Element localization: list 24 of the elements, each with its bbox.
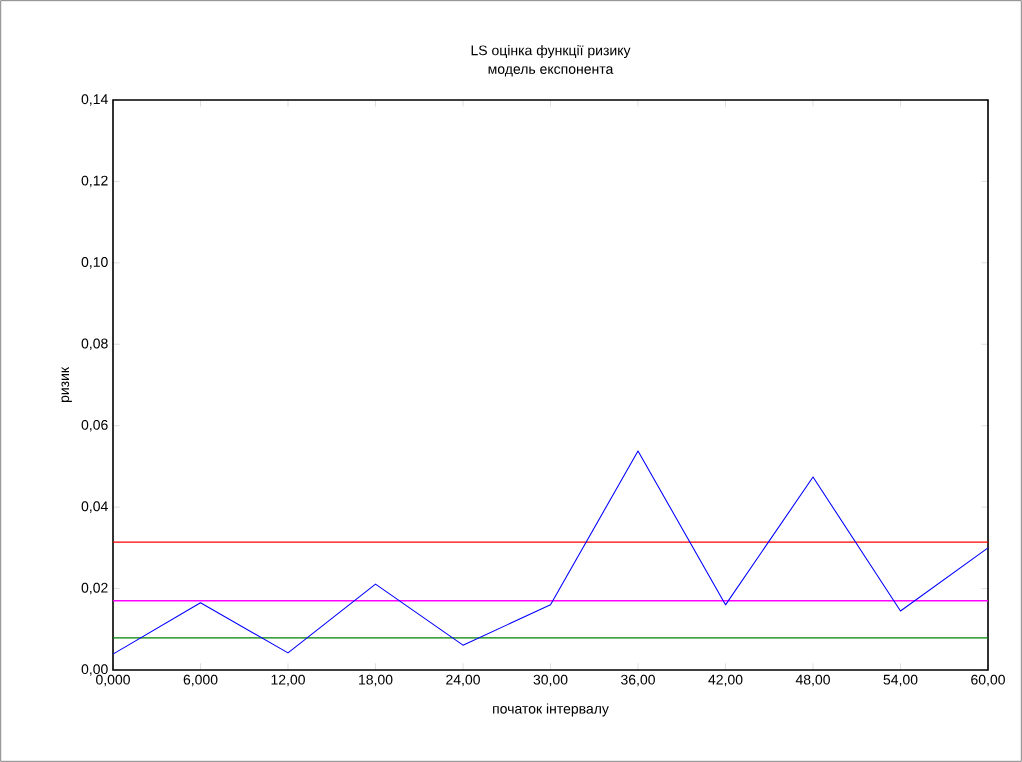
line-series — [112, 450, 989, 655]
x-tick-label: 24,00 — [446, 674, 480, 687]
x-tick-label: 36,00 — [621, 674, 655, 687]
y-tick-label: 0,10 — [81, 257, 108, 269]
x-axis-title: початок інтервалу — [493, 703, 609, 717]
y-tick-label: 0,08 — [81, 338, 108, 351]
y-tick-label: 0,00 — [81, 664, 108, 676]
y-tick-label: 0,02 — [81, 582, 108, 595]
x-tick-label: 42,00 — [708, 674, 743, 687]
y-tick-label: 0,12 — [81, 175, 108, 188]
x-tick-label: 60,00 — [971, 674, 1005, 687]
x-tick-label: 54,00 — [883, 674, 918, 687]
x-tick-label: 30,00 — [533, 674, 568, 687]
y-tick-label: 0,14 — [81, 94, 108, 106]
x-tick-label: 0,000 — [96, 674, 130, 687]
y-tick-label: 0,04 — [81, 501, 108, 513]
x-tick-label: 12,00 — [271, 674, 305, 687]
y-axis-title: ризик — [61, 366, 72, 403]
x-tick-label: 18,00 — [359, 674, 393, 687]
y-tick-label: 0,06 — [81, 419, 108, 432]
chart-title: LS оцінка функції ризику — [471, 45, 631, 59]
chart-subtitle: модель експонента — [488, 66, 614, 77]
x-tick-label: 48,00 — [795, 674, 830, 687]
x-tick-label: 6,000 — [183, 674, 218, 687]
